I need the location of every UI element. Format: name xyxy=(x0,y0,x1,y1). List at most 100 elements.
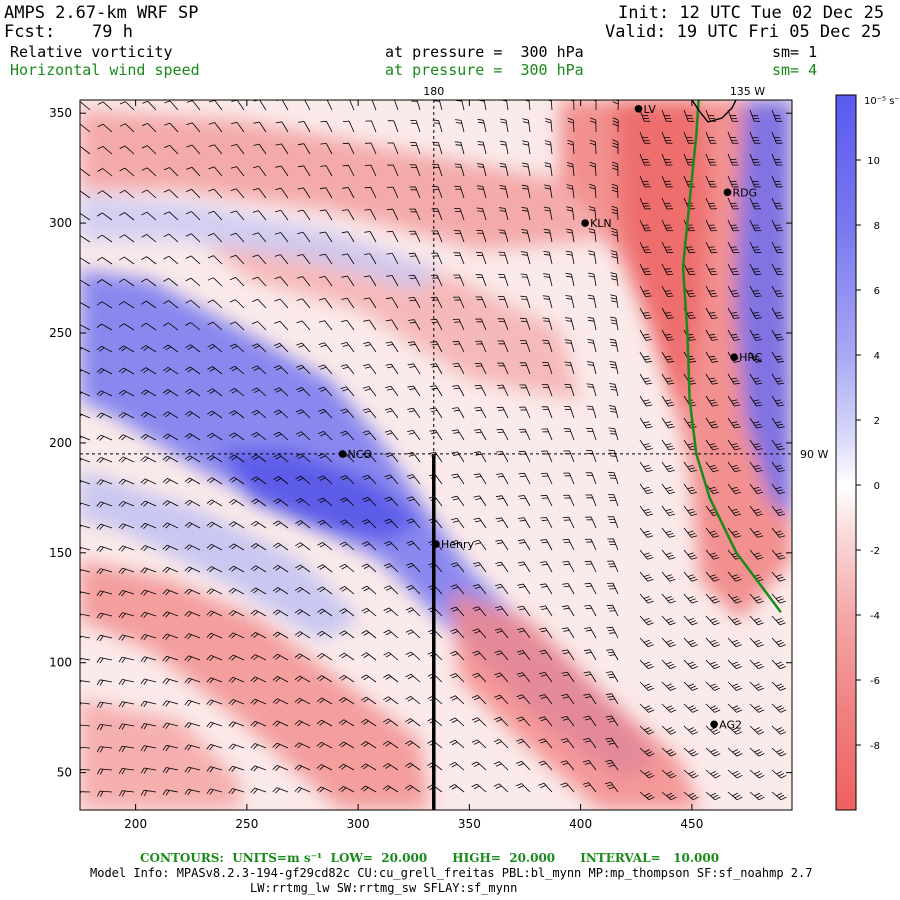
wind-barb xyxy=(661,659,676,670)
wind-barb xyxy=(683,615,698,626)
wind-barb xyxy=(727,527,742,538)
pos-core xyxy=(220,450,420,540)
wind-barb xyxy=(498,251,509,265)
wind-barb xyxy=(661,241,674,254)
wind-barb xyxy=(250,543,267,551)
wind-barb xyxy=(727,241,740,254)
wind-barb xyxy=(96,701,113,708)
wind-barb xyxy=(543,206,553,221)
wind-barb xyxy=(727,395,741,407)
wind-barb xyxy=(604,781,619,793)
vorticity-field xyxy=(80,100,792,810)
wind-barb xyxy=(749,307,762,319)
wind-barb xyxy=(727,197,739,210)
wind-barb xyxy=(185,299,201,309)
wind-barb xyxy=(319,253,333,265)
wind-barb xyxy=(705,593,720,604)
wind-barb xyxy=(252,232,267,243)
wind-barb xyxy=(639,285,652,297)
wind-barb xyxy=(387,186,399,199)
wind-barb xyxy=(297,209,311,221)
station-label: HRC xyxy=(739,351,762,364)
wind-barb xyxy=(119,101,135,111)
wind-barb xyxy=(705,483,720,495)
wind-barb xyxy=(771,439,785,451)
wind-barb xyxy=(405,696,421,705)
wind-barb xyxy=(661,175,673,188)
wind-barb xyxy=(250,743,267,750)
wind-barb xyxy=(208,210,223,221)
wind-barb xyxy=(521,162,531,177)
wind-barb xyxy=(683,637,698,648)
wind-barb xyxy=(96,234,113,243)
wind-barb xyxy=(250,720,267,728)
field2-smoothing: sm= 4 xyxy=(772,61,818,79)
wind-barb xyxy=(362,452,377,463)
wind-barb xyxy=(749,791,765,801)
wind-barb xyxy=(683,439,697,451)
wind-barb xyxy=(140,678,157,685)
colorbar-tick-label: 6 xyxy=(874,286,880,297)
wind-barb xyxy=(639,439,653,451)
wind-barb xyxy=(229,277,245,287)
wind-barb xyxy=(471,695,487,705)
wind-barb xyxy=(185,255,201,265)
wind-barb xyxy=(705,395,719,407)
wind-barb xyxy=(251,476,267,485)
wind-barb xyxy=(498,207,509,221)
wind-barb xyxy=(564,361,575,375)
wind-barb xyxy=(544,140,553,155)
wind-barb xyxy=(118,412,135,419)
wind-barb xyxy=(140,767,157,774)
wind-barb xyxy=(184,477,201,485)
wind-barb xyxy=(140,433,157,441)
wind-barb xyxy=(494,672,509,683)
wind-barb xyxy=(661,131,673,144)
wind-barb xyxy=(771,769,787,779)
wind-barb xyxy=(206,655,223,662)
wind-barb xyxy=(185,211,201,221)
wind-barb xyxy=(96,545,113,553)
wind-barb xyxy=(96,412,113,419)
wind-barb xyxy=(453,230,465,243)
wind-barb xyxy=(727,219,740,232)
wind-barb xyxy=(364,231,377,243)
wind-barb xyxy=(495,495,509,507)
wind-barb xyxy=(517,605,531,617)
wind-barb xyxy=(362,386,377,397)
wind-barb xyxy=(385,363,399,375)
wind-barb xyxy=(494,606,509,617)
wind-barb xyxy=(118,790,135,797)
wind-barb xyxy=(749,263,762,276)
wind-barb xyxy=(749,241,762,254)
wind-barb xyxy=(749,527,764,538)
wind-barb xyxy=(540,561,553,573)
wind-barb xyxy=(141,189,157,199)
wind-barb xyxy=(96,523,113,530)
wind-barb xyxy=(727,373,741,385)
wind-barb xyxy=(229,454,245,463)
wind-barb xyxy=(316,653,333,661)
wind-barb xyxy=(592,100,597,110)
wind-barb xyxy=(771,263,784,276)
wind-barb xyxy=(272,765,289,772)
wind-barb xyxy=(610,250,619,265)
wind-barb xyxy=(141,167,157,177)
wind-barb xyxy=(727,549,742,560)
wind-barb xyxy=(272,742,289,749)
wind-barb xyxy=(275,121,289,133)
wind-barb xyxy=(562,516,575,529)
y-tick-label: 150 xyxy=(49,546,72,560)
wind-barb xyxy=(541,428,553,441)
x-tick-label: 300 xyxy=(347,817,370,831)
wind-barb xyxy=(727,593,742,604)
wind-barb xyxy=(727,461,741,473)
wind-barb xyxy=(683,461,697,473)
wind-barb xyxy=(140,745,157,752)
station-label: KLN xyxy=(590,217,612,230)
wind-barb xyxy=(683,725,699,735)
wind-barb xyxy=(749,329,762,341)
wind-barb xyxy=(494,628,509,639)
wind-barb xyxy=(273,431,289,441)
wind-barb xyxy=(163,322,179,331)
